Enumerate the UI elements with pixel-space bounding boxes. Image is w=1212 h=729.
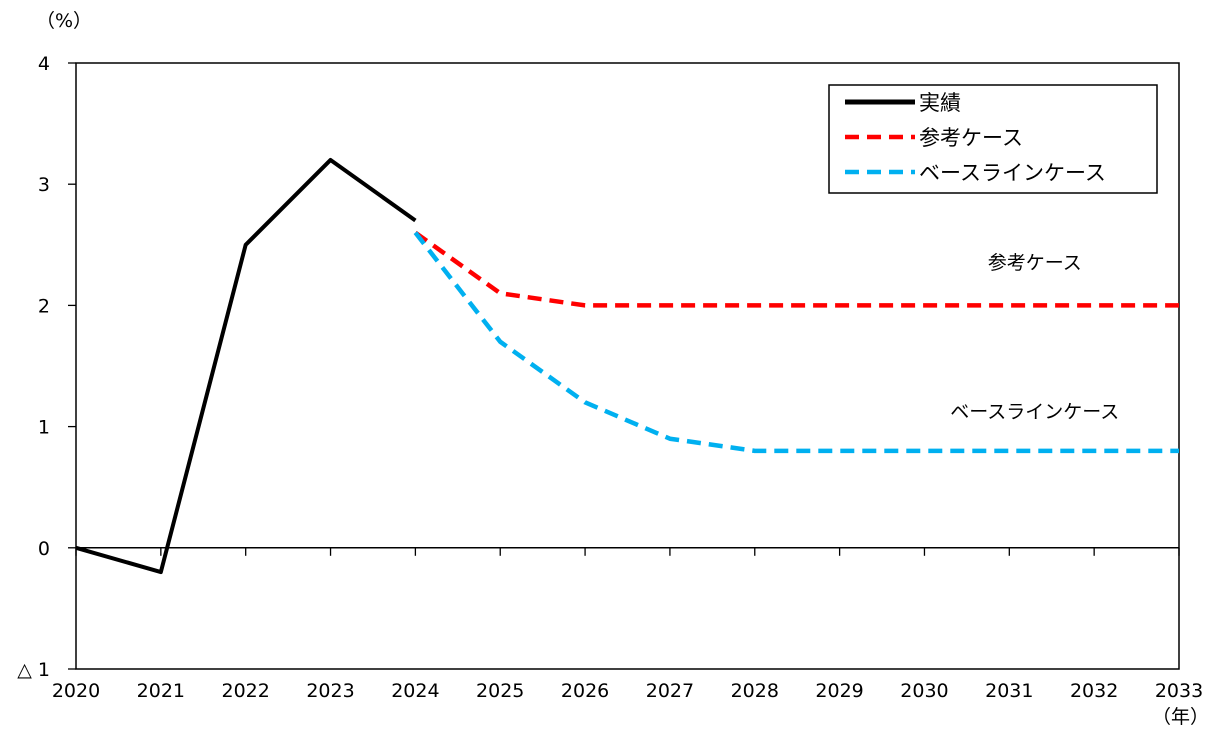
x-tick-label: 2033 bbox=[1155, 680, 1203, 702]
series-3-point bbox=[1008, 450, 1010, 452]
legend-label-3: ベースラインケース bbox=[919, 161, 1106, 185]
x-tick-label: 2023 bbox=[306, 680, 354, 702]
x-tick-label: 2029 bbox=[815, 680, 863, 702]
axes: 2020 2021 2022 2023 2024 2025 2026 2027 2028 2029… bbox=[17, 53, 1203, 702]
x-tick-label: 2027 bbox=[646, 680, 694, 702]
series-2-point bbox=[669, 304, 671, 306]
legend-label-2: 参考ケース bbox=[919, 126, 1023, 150]
annotation-label-2: ベースラインケース bbox=[950, 401, 1119, 423]
series-line-2 bbox=[414, 230, 1179, 308]
series-3-point bbox=[414, 231, 416, 233]
y-tick-label: 3 bbox=[38, 174, 50, 196]
y-unit-label: （%） bbox=[36, 10, 92, 32]
x-tick-label: 2021 bbox=[137, 680, 185, 702]
x-tick-label: 2022 bbox=[222, 680, 270, 702]
x-tick-label: 2031 bbox=[985, 680, 1033, 702]
series-2-point bbox=[584, 304, 586, 306]
series-1-point bbox=[329, 159, 331, 161]
x-tick-label: 2026 bbox=[561, 680, 609, 702]
series-1-point bbox=[75, 547, 77, 549]
series-1-point bbox=[160, 571, 162, 573]
series-2-point bbox=[923, 304, 925, 306]
series-2-point bbox=[1008, 304, 1010, 306]
series-1-point bbox=[414, 219, 416, 221]
x-unit-label: （年） bbox=[1152, 706, 1209, 728]
series-2-point bbox=[1178, 304, 1180, 306]
series-2-point bbox=[838, 304, 840, 306]
series-2-point bbox=[754, 304, 756, 306]
x-tick-label: 2020 bbox=[52, 680, 100, 702]
series-2-point bbox=[1093, 304, 1095, 306]
legend-label-1: 実績 bbox=[919, 91, 961, 115]
y-tick-label: 0 bbox=[38, 538, 50, 560]
plot-frame bbox=[75, 62, 1180, 670]
series-line-3 bbox=[413, 231, 1179, 454]
series-3-point bbox=[754, 450, 756, 452]
y-tick-label: 4 bbox=[38, 53, 50, 75]
series-3-point bbox=[923, 450, 925, 452]
x-tick-label: 2028 bbox=[731, 680, 779, 702]
x-tick-label: 2030 bbox=[900, 680, 948, 702]
series-3-point bbox=[499, 341, 501, 343]
y-tick-label: 1 bbox=[38, 417, 50, 439]
y-tick-label: △ 1 bbox=[17, 659, 50, 681]
series-line-1 bbox=[75, 157, 417, 575]
series-3-point bbox=[1093, 450, 1095, 452]
series-3-point bbox=[838, 450, 840, 452]
series-layer bbox=[75, 157, 1180, 575]
x-tick-label: 2025 bbox=[476, 680, 524, 702]
x-tick-label: 2024 bbox=[391, 680, 439, 702]
series-3-point bbox=[1178, 450, 1180, 452]
y-tick-label: 2 bbox=[38, 295, 50, 317]
series-2-point bbox=[499, 292, 501, 294]
plot-area-border bbox=[75, 62, 1180, 670]
series-3-point bbox=[584, 401, 586, 403]
x-tick-label: 2032 bbox=[1070, 680, 1118, 702]
series-1-point bbox=[244, 244, 246, 246]
series-3-point bbox=[669, 438, 671, 440]
annotation-label-1: 参考ケース bbox=[988, 252, 1082, 274]
